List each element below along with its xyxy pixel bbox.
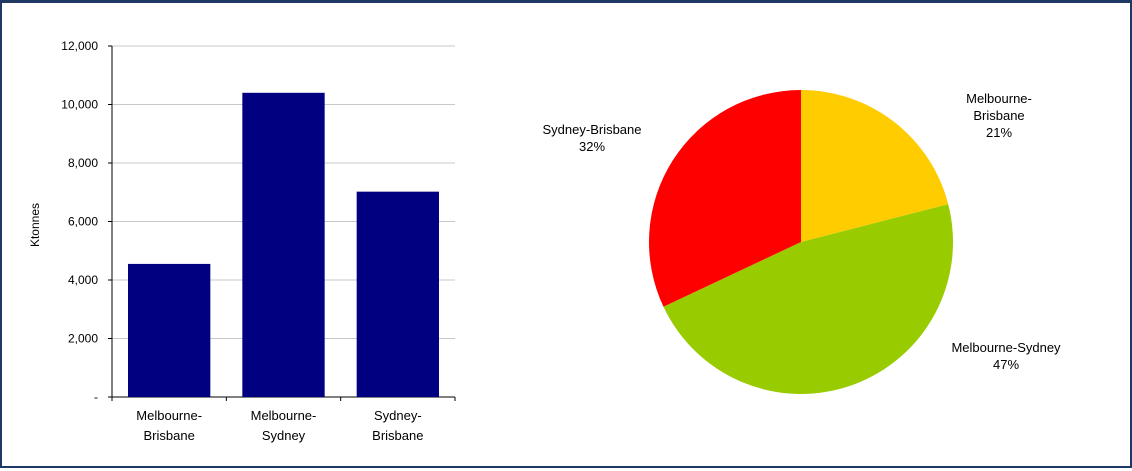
y-axis-label: Ktonnes: [28, 203, 42, 247]
bar: [242, 92, 325, 398]
pie-slice-label: Melbourne-Sydney 47%: [951, 340, 1061, 372]
x-tick-label: Melbourne-Sydney: [251, 408, 317, 443]
y-tick-label: 4,000: [68, 273, 98, 287]
y-tick-label: 10,000: [61, 98, 98, 112]
x-tick-label: Melbourne-Brisbane: [136, 408, 202, 443]
pie-slice: [801, 90, 949, 242]
pie-slice: [649, 90, 801, 307]
x-tick-label: Sydney-Brisbane: [372, 408, 423, 443]
y-tick-label: -: [94, 390, 98, 404]
pie-chart: Melbourne-Brisbane 21% Melbourne-Sydney 47%…: [543, 90, 1061, 395]
pie-slice-label: Sydney-Brisbane 32%: [543, 122, 642, 154]
bar-chart: - 2,000 4,000 6,000 8,000 10,000 12,000 Melbour…: [28, 39, 456, 443]
y-tick-label: 12,000: [61, 39, 98, 53]
chart-canvas: - 2,000 4,000 6,000 8,000 10,000 12,000 Melbour…: [28, 39, 1061, 443]
y-tick-label: 6,000: [68, 215, 98, 229]
bar: [128, 263, 211, 397]
y-tick-label: 2,000: [68, 332, 98, 346]
pie-slice-label: Melbourne-Brisbane 21%: [966, 91, 1032, 140]
pie-slice: [663, 204, 954, 395]
bar: [356, 191, 439, 397]
y-tick-label: 8,000: [68, 156, 98, 170]
